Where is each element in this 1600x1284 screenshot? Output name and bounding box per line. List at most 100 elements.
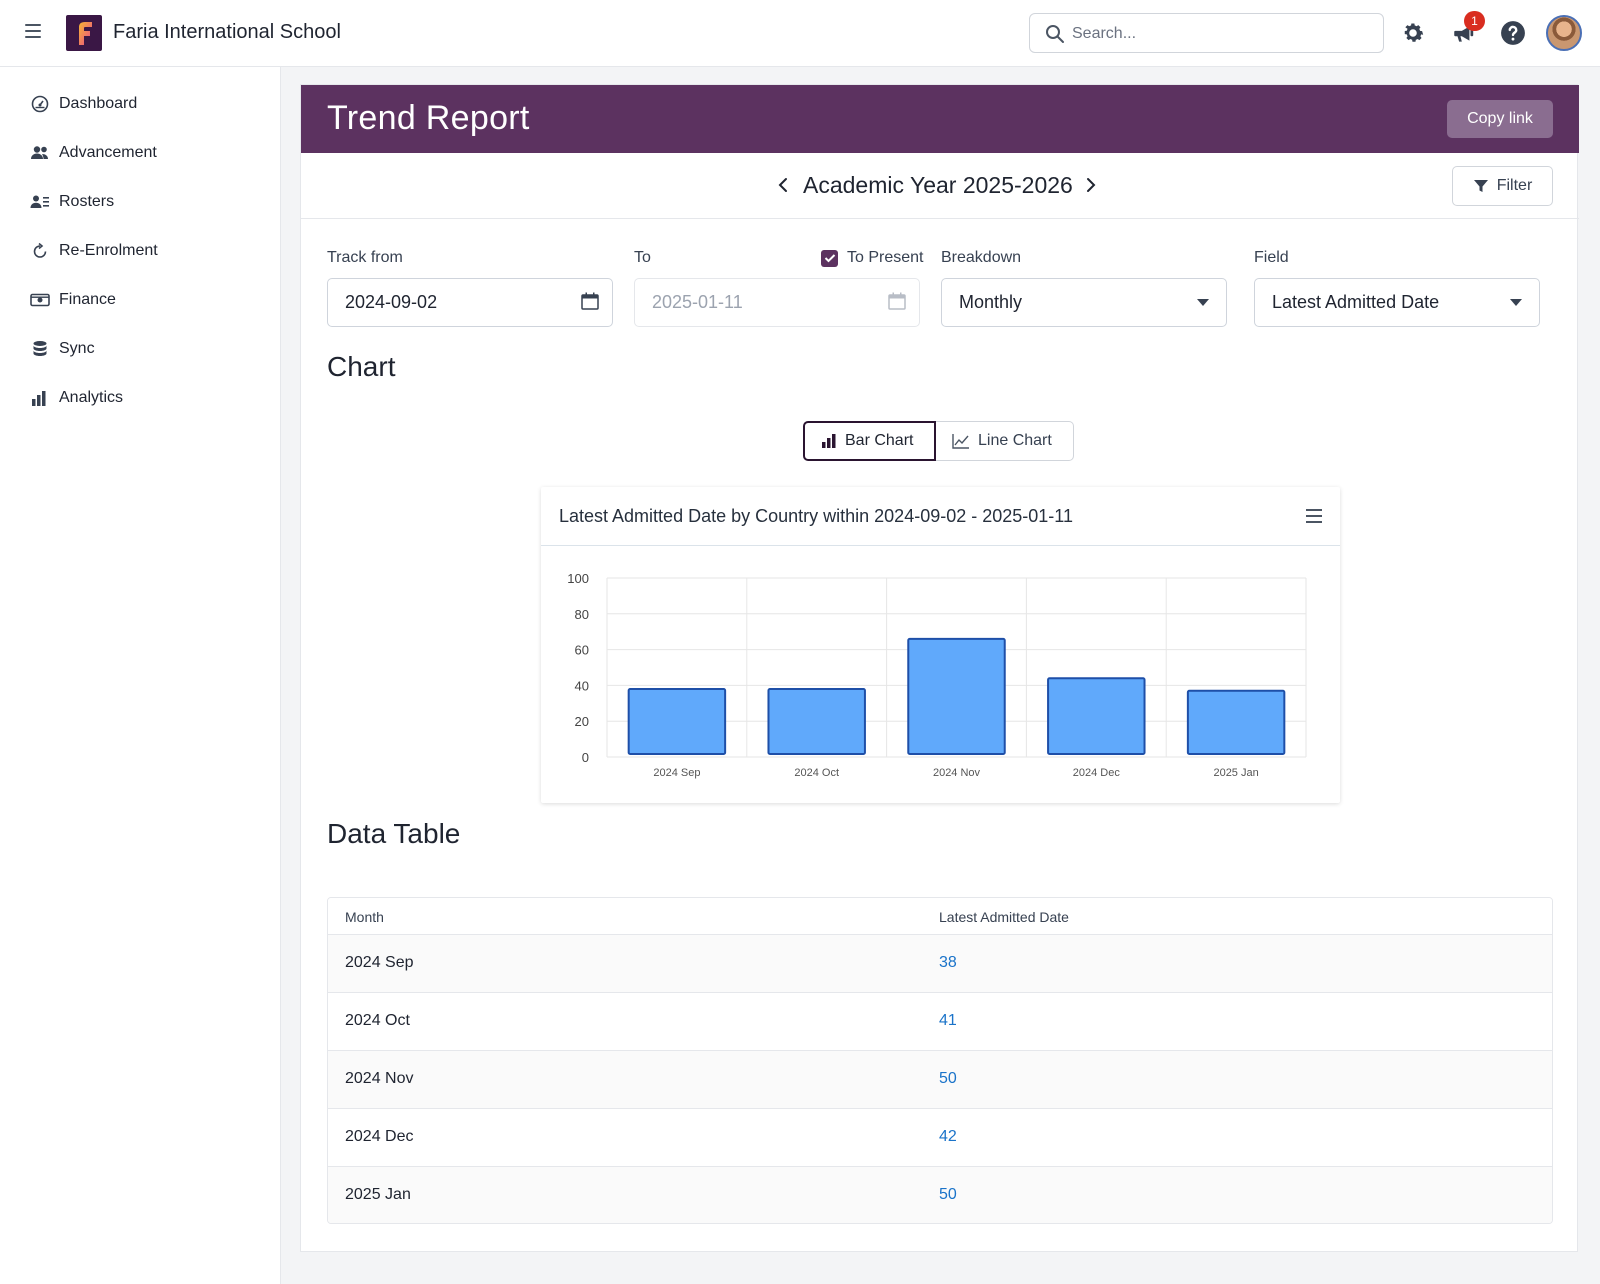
bar-2024-dec[interactable] [1047,677,1146,756]
value-link[interactable]: 50 [939,1186,957,1203]
database-icon [30,339,50,359]
user-avatar[interactable] [1546,15,1582,51]
search-input[interactable] [1072,23,1362,45]
bar-chart-label: Bar Chart [845,432,914,449]
sidebar-item-dashboard[interactable]: Dashboard [30,89,137,119]
sidebar-item-sync[interactable]: Sync [30,334,95,364]
sidebar-item-label: Dashboard [59,95,138,112]
breakdown-label: Breakdown [941,249,1022,266]
sidebar-item-analytics[interactable]: Analytics [30,383,123,413]
bar-2025-jan[interactable] [1186,689,1286,756]
y-tick-label: 60 [575,643,589,658]
month-cell: 2024 Oct [345,1012,410,1029]
help-icon[interactable] [1500,20,1526,46]
page-banner: Trend Report Copy link [301,85,1579,153]
to-date-value: 2025-01-11 [652,292,743,312]
month-cell: 2025 Jan [345,1186,411,1203]
data-table-title: Data Table [327,818,461,849]
sidebar-item-label: Re-Enrolment [59,242,158,259]
academic-year-selector: Academic Year 2025-2026 Filter [301,153,1579,219]
filter-button[interactable]: Filter [1452,166,1553,206]
column-header-latest-admitted-date[interactable]: Latest Admitted Date [939,909,1069,925]
caret-down-icon [1197,299,1209,306]
track-from-date-field[interactable]: 2024-09-02 [327,278,613,327]
chart-header: Latest Admitted Date by Country within 2… [541,487,1340,546]
y-tick-label: 40 [575,678,589,693]
track-from-label: Track from [327,249,403,266]
column-header-month[interactable]: Month [345,909,384,925]
value-link[interactable]: 50 [939,1070,957,1087]
data-table: Month Latest Admitted Date 2024 Sep 38 2… [327,897,1553,1224]
checkbox-checked-icon[interactable] [821,249,838,267]
value-link[interactable]: 42 [939,1128,957,1145]
filter-label: Filter [1496,177,1533,194]
line-chart-label: Line Chart [978,432,1052,449]
breakdown-value: Monthly [959,292,1023,312]
copy-link-button[interactable]: Copy link [1447,100,1553,138]
x-tick-label: 2024 Oct [794,767,839,779]
to-present-checkbox[interactable]: To Present [821,249,923,267]
field-value: Latest Admitted Date [1272,292,1440,312]
caret-down-icon [1510,299,1522,306]
table-header: Month Latest Admitted Date [328,898,1552,935]
chart-card: Latest Admitted Date by Country within 2… [541,487,1340,803]
field-select[interactable]: Latest Admitted Date [1254,278,1540,327]
sidebar-item-finance[interactable]: Finance [30,285,116,315]
sidebar-item-advancement[interactable]: Advancement [30,138,157,168]
dashboard-gauge-icon [30,94,50,114]
page-title: Trend Report [327,99,530,137]
sidebar-item-re-enrolment[interactable]: Re-Enrolment [30,236,158,266]
month-cell: 2024 Nov [345,1070,414,1087]
chart-section-title: Chart [327,351,396,382]
value-link[interactable]: 41 [939,1012,957,1029]
month-cell: 2024 Dec [345,1128,414,1145]
school-logo[interactable] [66,15,102,51]
track-from-value: 2024-09-02 [345,292,438,312]
gear-icon[interactable] [1400,20,1426,46]
filter-funnel-icon [1473,180,1488,192]
logo-f-icon [79,22,92,45]
bar-2024-oct[interactable] [767,687,866,755]
sidebar-item-label: Rosters [59,193,115,210]
sidebar-item-label: Analytics [59,389,124,406]
value-link[interactable]: 38 [939,954,957,971]
month-cell: 2024 Sep [345,954,414,971]
hamburger-menu-icon[interactable] [25,24,41,40]
y-tick-label: 100 [567,571,589,586]
calendar-icon [888,292,906,310]
y-tick-label: 80 [575,607,589,622]
table-row: 2024 Nov 50 [328,1051,1552,1109]
bar-chart: 0 20 40 60 80 100 2024 Sep 2024 Oct 2024 Nov 2024… [567,571,1307,779]
chevron-left-icon[interactable] [773,175,793,195]
bar-2024-sep[interactable] [627,687,727,755]
sidebar-item-label: Finance [59,291,116,308]
notification-badge: 1 [1464,11,1485,31]
breakdown-select[interactable]: Monthly [941,278,1227,327]
sidebar: Dashboard Advancement Rosters Re-Enrolme… [0,67,281,1284]
sidebar-item-rosters[interactable]: Rosters [30,187,114,217]
academic-year-title: Academic Year 2025-2026 [803,172,1073,198]
cash-icon [30,290,50,310]
y-tick-label: 20 [575,714,589,729]
x-tick-label: 2025 Jan [1213,767,1258,779]
line-chart-toggle[interactable]: Line Chart [936,421,1074,461]
to-label: To [634,249,651,266]
chart-menu-icon[interactable] [1306,509,1322,525]
school-name[interactable]: Faria International School [113,21,341,43]
megaphone-icon[interactable] [1451,20,1477,46]
sidebar-item-label: Advancement [59,144,157,161]
y-tick-label: 0 [582,750,589,765]
chart-type-toggle: Bar Chart Line Chart [803,421,1074,461]
table-row: 2025 Jan 50 [328,1167,1552,1223]
roster-list-icon [30,192,50,212]
search-box [1029,13,1384,53]
to-date-field: 2025-01-11 [634,278,920,327]
calendar-icon[interactable] [580,291,600,311]
table-row: 2024 Dec 42 [328,1109,1552,1167]
x-tick-label: 2024 Nov [933,767,981,779]
chevron-right-icon[interactable] [1081,175,1101,195]
bar-chart-toggle[interactable]: Bar Chart [803,421,936,461]
report-panel: Trend Report Copy link Academic Year 202… [300,84,1579,1252]
top-bar: Faria International School 1 [0,0,1600,67]
bar-2024-nov[interactable] [907,637,1006,755]
